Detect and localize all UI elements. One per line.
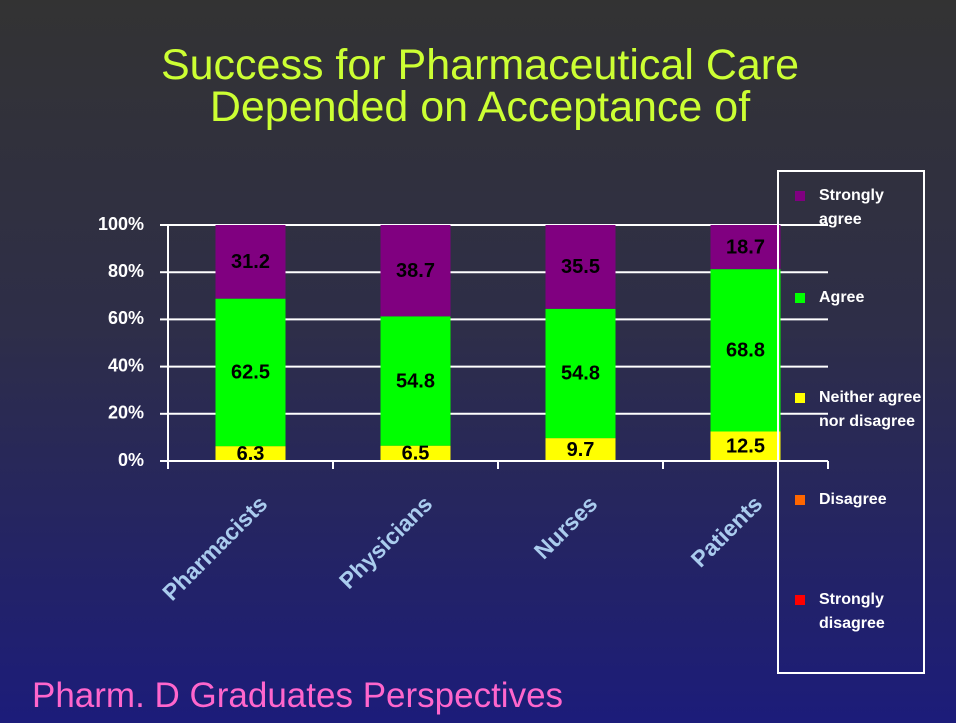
bar-segment: [215, 446, 286, 461]
bar-segment: [215, 225, 286, 299]
y-tick-label: 20%: [108, 403, 144, 423]
legend-label: Strongly agree: [819, 187, 884, 228]
y-tick-label: 0%: [118, 450, 144, 470]
legend-swatch: [795, 495, 805, 505]
bar-segment: [380, 316, 451, 446]
data-label: 54.8: [561, 363, 600, 385]
data-label: 9.7: [567, 439, 595, 461]
legend-swatch: [795, 191, 805, 201]
x-tick-label: Pharmacists: [157, 490, 272, 605]
bar-segment: [215, 298, 286, 447]
legend-label: Neither agree nor disagree: [819, 389, 922, 430]
data-label: 12.5: [726, 436, 765, 458]
legend-label: Agree: [819, 289, 865, 306]
legend: Strongly agree Agree Neither agree nor dis…: [777, 170, 925, 674]
legend-label: Strongly disagree: [819, 591, 885, 632]
legend-swatch: [795, 393, 805, 403]
bar-segment: [545, 308, 616, 439]
y-tick-label: 60%: [108, 308, 144, 328]
data-label: 54.8: [396, 370, 435, 392]
bar-segment: [380, 445, 451, 461]
y-tick-label: 40%: [108, 355, 144, 375]
data-label: 18.7: [726, 236, 765, 258]
data-label: 6.3: [237, 443, 265, 465]
data-label: 35.5: [561, 256, 600, 278]
bar-segment: [380, 225, 451, 317]
legend-label: Disagree: [819, 491, 887, 508]
bar-segment: [710, 225, 781, 270]
y-tick-label: 80%: [108, 261, 144, 281]
y-tick-label: 100%: [98, 214, 144, 234]
bar-segment: [710, 269, 781, 432]
legend-swatch: [795, 293, 805, 303]
legend-swatch: [795, 595, 805, 605]
chart-subtitle: Pharm. D Graduates Perspectives: [32, 676, 564, 715]
data-label: 62.5: [231, 362, 270, 384]
x-tick-label: Patients: [686, 490, 768, 572]
data-label: 31.2: [231, 251, 270, 273]
bar-segment: [545, 438, 616, 461]
bar-segment: [710, 431, 781, 461]
chart-title: Success for Pharmaceutical Care Depended…: [160, 41, 800, 131]
data-label: 38.7: [396, 260, 435, 282]
bar-segment: [545, 225, 616, 309]
data-label: 68.8: [726, 340, 765, 362]
x-tick-label: Nurses: [529, 490, 603, 564]
data-label: 6.5: [402, 443, 430, 465]
x-tick-label: Physicians: [334, 490, 437, 593]
